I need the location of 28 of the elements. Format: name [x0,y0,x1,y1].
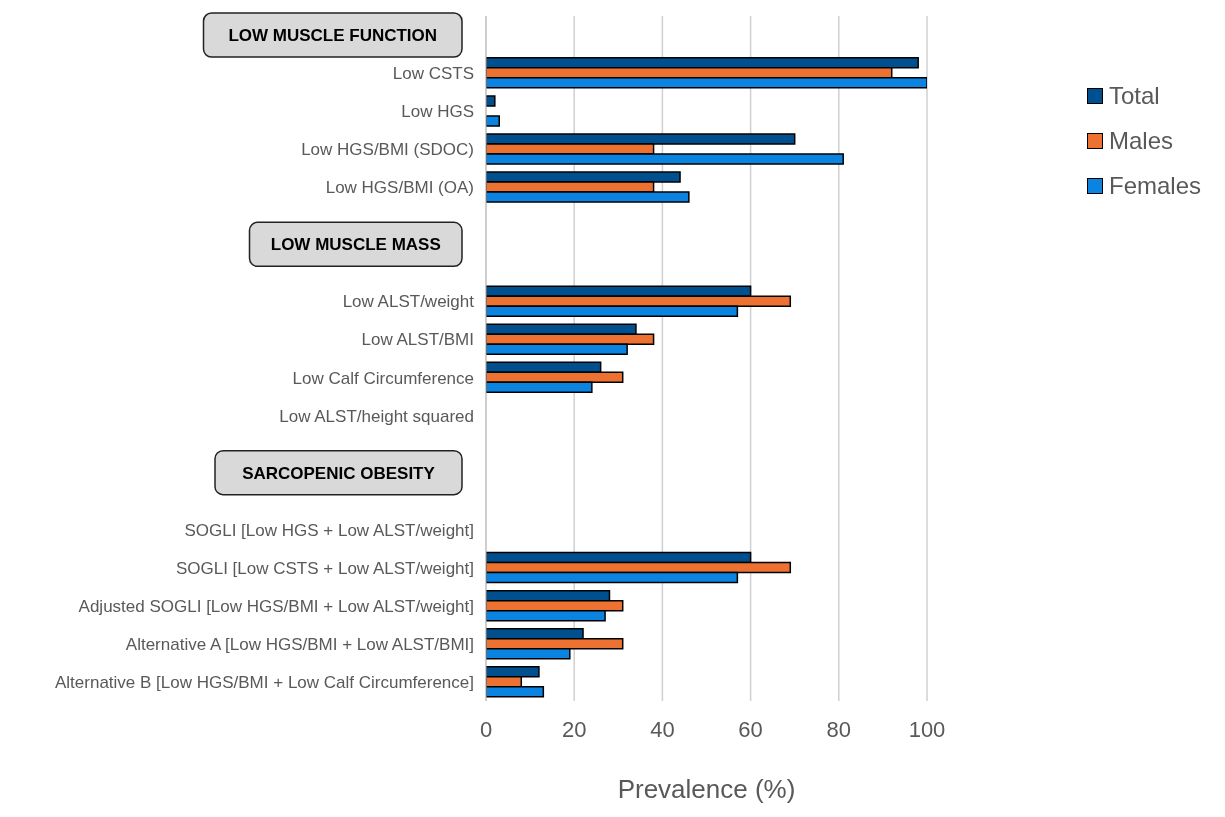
x-tick-label: 100 [908,716,946,742]
x-tick-label: 20 [561,716,587,742]
y-tick-label: Low HGS [401,102,474,122]
y-tick-label: SOGLI [Low HGS + Low ALST/weight] [184,520,474,540]
bar [486,95,496,107]
y-tick-label: Adjusted SOGLI [Low HGS/BMI + Low ALST/weight] [78,596,474,616]
y-tick-label: Low ALST/height squared [279,406,474,426]
legend-label: Males [1108,125,1175,156]
legend-label: Females [1108,170,1203,201]
y-tick-label: Low Calf Circumference [292,368,474,388]
x-tick-label: 60 [738,716,763,742]
section-header: LOW MUSCLE MASS [248,221,463,268]
section-header: LOW MUSCLE FUNCTION [202,12,463,58]
bar [486,115,500,127]
y-tick-label: Low CSTS [392,64,474,84]
section-header: SARCOPENIC OBESITY [214,449,463,496]
x-tick-label: 40 [650,716,675,742]
y-tick-label: Low ALST/weight [342,292,475,312]
x-tick-label: 0 [479,716,493,742]
x-axis-title: Prevalence (%) [617,774,796,804]
y-tick-label: Low ALST/BMI [361,330,474,350]
y-tick-label: Alternative B [Low HGS/BMI + Low Calf Circumference] [54,672,474,692]
legend-label: Total [1108,80,1161,111]
y-tick-label: Alternative A [Low HGS/BMI + Low ALST/BMI] [125,634,474,654]
y-tick-label: Low HGS/BMI (SDOC) [301,140,474,160]
y-tick-label: SOGLI [Low CSTS + Low ALST/weight] [175,558,474,578]
y-tick-label: Low HGS/BMI (OA) [325,178,474,198]
x-tick-label: 80 [826,716,852,742]
